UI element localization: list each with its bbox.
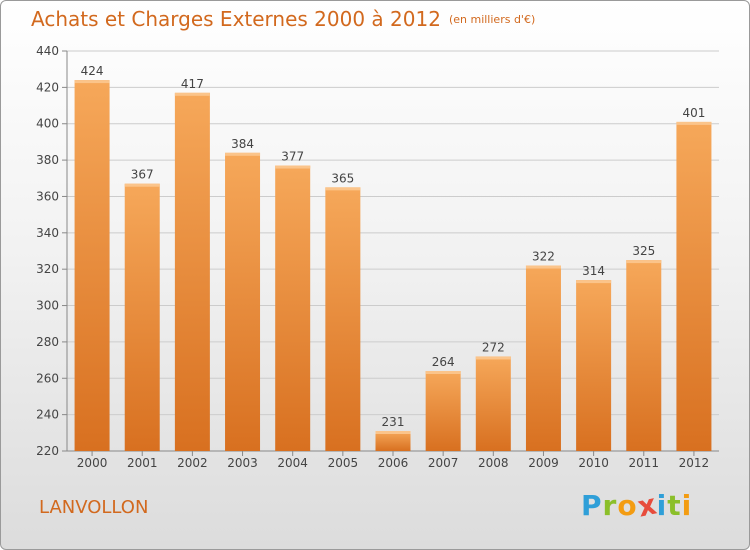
proxiti-logo: Proxiti (581, 487, 693, 523)
x-tick-label: 2007 (428, 456, 459, 470)
x-tick-label: 2010 (578, 456, 609, 470)
bar-highlight (626, 260, 662, 264)
bar (375, 431, 411, 451)
x-tick-label: 2004 (277, 456, 308, 470)
data-label: 417 (181, 77, 204, 91)
y-tick-label: 300 (36, 299, 59, 313)
y-tick-label: 220 (36, 444, 59, 458)
bar (225, 152, 261, 451)
bar-highlight (174, 92, 210, 96)
bar-highlight (325, 187, 361, 191)
logo-letter: t (667, 489, 682, 522)
bar-highlight (475, 356, 511, 360)
y-tick-label: 360 (36, 189, 59, 203)
bar-highlight (425, 371, 461, 374)
data-label: 377 (281, 150, 304, 164)
bar (325, 187, 361, 451)
data-label: 365 (331, 171, 354, 185)
bar (676, 121, 712, 451)
y-tick-label: 260 (36, 371, 59, 385)
bar (425, 371, 461, 451)
bar (525, 265, 561, 451)
data-labels: 424 367 417 384 377 365 231 264 272 322 314 325 401 (81, 64, 706, 429)
bar (626, 260, 662, 451)
y-tick-label: 320 (36, 262, 59, 276)
x-tick-label: 2009 (528, 456, 559, 470)
y-tick-label: 340 (36, 226, 59, 240)
bar-highlight (576, 280, 612, 284)
bar-highlight (225, 152, 261, 156)
data-label: 264 (432, 355, 455, 369)
grid-lines (67, 50, 719, 452)
location-name: LANVOLLON (39, 497, 149, 518)
chart-title-unit: (en milliers d'€) (448, 13, 536, 26)
bar (124, 183, 160, 451)
data-label: 384 (231, 137, 254, 151)
logo-letter: o (617, 489, 638, 522)
logo-letter: P (581, 489, 603, 522)
y-tick-label: 380 (36, 153, 59, 167)
y-tick-label: 240 (36, 408, 59, 422)
y-tick-label: 440 (36, 44, 59, 58)
x-tick-label: 2001 (127, 456, 158, 470)
x-tick-label: 2000 (77, 456, 108, 470)
logo-letter: i (681, 489, 693, 522)
bar (475, 356, 511, 451)
data-label: 231 (382, 415, 405, 429)
bar-highlight (525, 265, 561, 269)
data-label: 322 (532, 250, 555, 264)
x-tick-label: 2002 (177, 456, 208, 470)
bar (74, 80, 110, 451)
bars (74, 80, 712, 452)
y-tick-label: 420 (36, 80, 59, 94)
x-tick-label: 2005 (328, 456, 359, 470)
x-tick-label: 2011 (628, 456, 659, 470)
data-label: 401 (682, 106, 705, 120)
data-label: 325 (632, 244, 655, 258)
x-tick-label: 2006 (378, 456, 409, 470)
bar-highlight (124, 183, 160, 187)
bar-highlight (375, 431, 411, 434)
bar (576, 280, 612, 451)
chart-title-text: Achats et Charges Externes 2000 à 2012 (31, 7, 441, 31)
x-tick-label: 2003 (227, 456, 258, 470)
logo-letter: r (602, 489, 618, 522)
data-label: 272 (482, 340, 505, 354)
bar-highlight (275, 165, 311, 169)
bar (174, 92, 210, 452)
data-label: 367 (131, 168, 154, 182)
bar-highlight (74, 80, 110, 84)
x-tick-label: 2008 (478, 456, 509, 470)
logo-letter: i (656, 489, 668, 522)
x-tick-label: 2012 (679, 456, 710, 470)
bar-highlight (676, 121, 712, 125)
chart-title: Achats et Charges Externes 2000 à 2012 (e… (31, 7, 535, 31)
y-tick-label: 280 (36, 335, 59, 349)
bar (275, 165, 311, 451)
data-label: 424 (81, 64, 104, 78)
data-label: 314 (582, 264, 605, 278)
y-tick-label: 400 (36, 117, 59, 131)
